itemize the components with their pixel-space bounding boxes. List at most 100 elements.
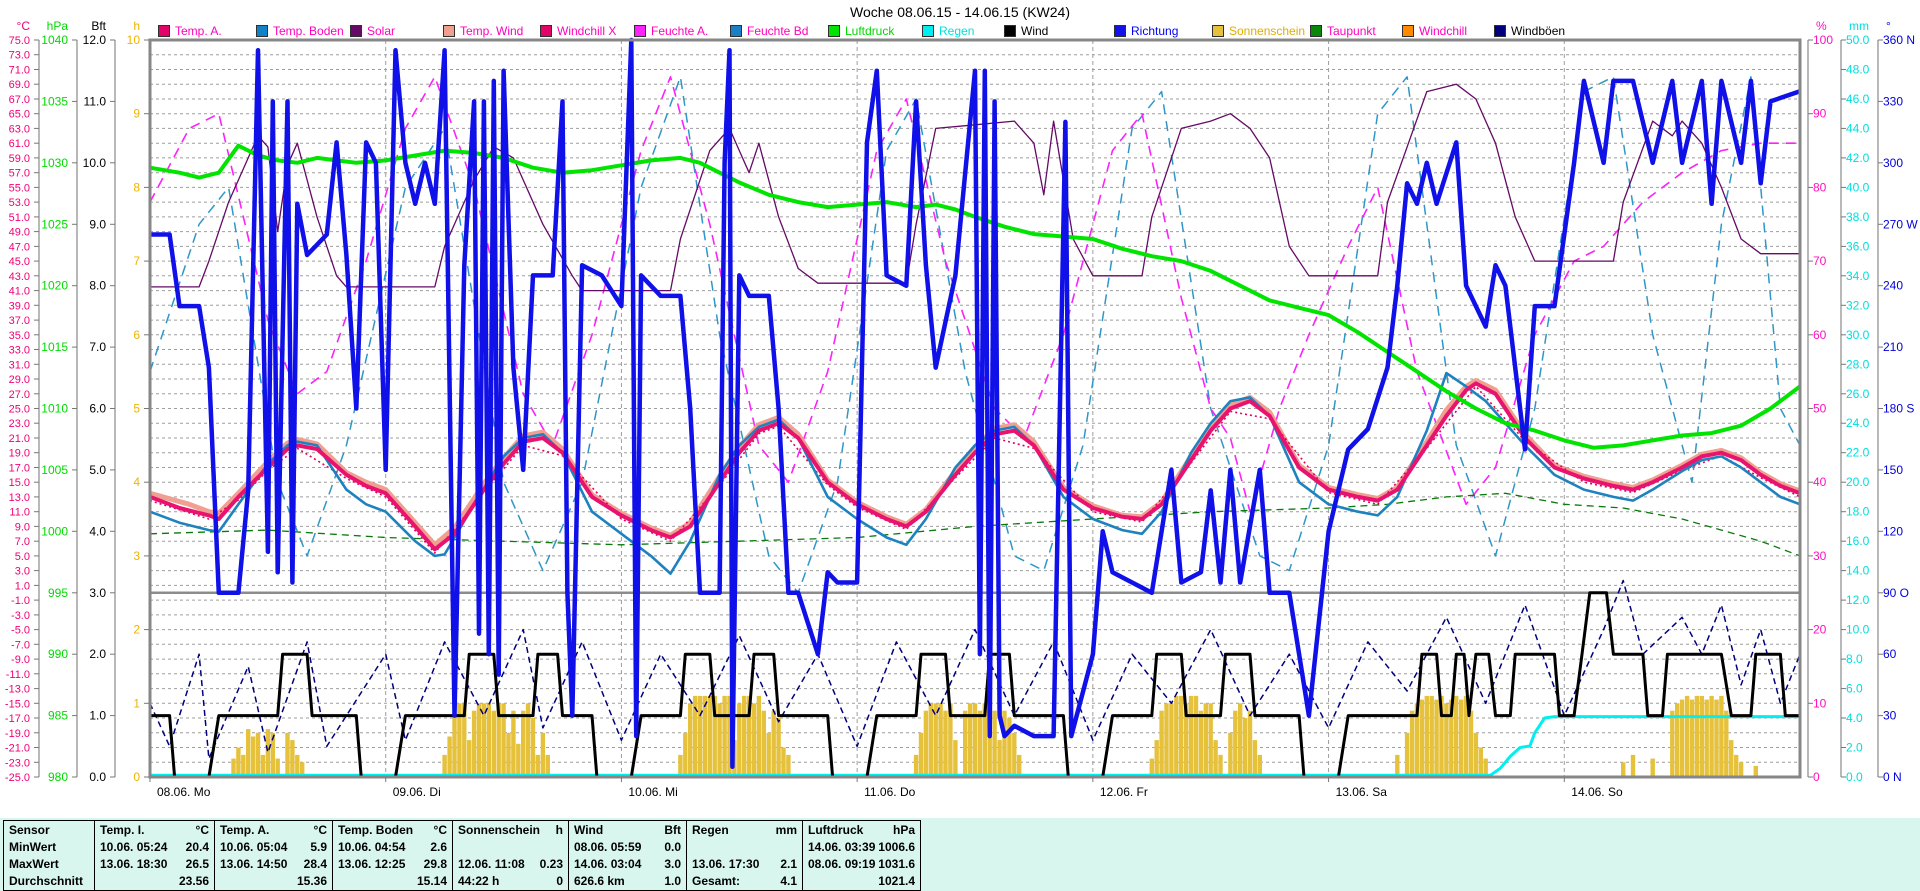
axis-tick-label: 0 bbox=[133, 770, 140, 784]
table-min-value: 0.0 bbox=[664, 840, 681, 854]
legend-swatch-icon bbox=[922, 25, 934, 37]
sunshine-bar bbox=[1414, 703, 1420, 776]
axis-tick-label: 300 bbox=[1883, 156, 1903, 170]
axis-tick-label: 90 bbox=[1813, 107, 1827, 121]
table-min-text: 10.06. 05:24 bbox=[100, 840, 168, 854]
sunshine-bar bbox=[1689, 699, 1695, 776]
axis-tick-label: 360 N bbox=[1883, 33, 1915, 47]
table-header-text: Wind bbox=[574, 823, 604, 837]
sunshine-bar bbox=[1621, 762, 1626, 776]
table-col-luftdruck: Luftdruck hPa 14.06. 03:39 1006.6 08.06. 09:… bbox=[802, 821, 920, 890]
axis-tick-label: 10.0 bbox=[1846, 623, 1870, 637]
sunshine-bar bbox=[1419, 699, 1425, 776]
axis-tick-label: 100 bbox=[1813, 33, 1833, 47]
sunshine-bar bbox=[447, 736, 452, 776]
table-max-value: 0.23 bbox=[539, 857, 563, 871]
legend-label: Windböen bbox=[1511, 24, 1566, 38]
sunshine-bar bbox=[290, 740, 295, 776]
table-min: 10.06. 05:04 5.9 bbox=[215, 839, 332, 856]
table-min: 10.06. 04:54 2.6 bbox=[333, 839, 452, 856]
sunshine-bar bbox=[756, 695, 762, 776]
sunshine-bar bbox=[992, 710, 997, 776]
axis-tick-label: 12.0 bbox=[83, 33, 107, 47]
sunshine-bar bbox=[496, 703, 501, 776]
sunshine-bar bbox=[471, 710, 477, 776]
axis-tick-label: -15.0 bbox=[5, 698, 30, 710]
sunshine-bar bbox=[967, 703, 973, 776]
sunshine-bar bbox=[1734, 754, 1739, 776]
axis-tick-label: 6.0 bbox=[89, 402, 106, 416]
table-max: 13.06. 14:50 28.4 bbox=[215, 856, 332, 873]
sunshine-bar bbox=[717, 703, 722, 776]
sunshine-bar bbox=[746, 695, 752, 776]
table-col-sonnenschein: Sonnenschein h 12.06. 11:08 0.23 44:22 h 0 bbox=[452, 821, 568, 890]
table-header-text: Sonnenschein bbox=[458, 823, 541, 837]
legend-label: Richtung bbox=[1131, 24, 1179, 38]
axis-tick-label: -13.0 bbox=[5, 684, 30, 696]
sunshine-bar bbox=[1463, 695, 1469, 776]
axis-tick-label: -9.0 bbox=[11, 654, 30, 666]
sunshine-bar bbox=[1242, 718, 1248, 776]
axis-tick-label: -19.0 bbox=[5, 728, 30, 740]
sunshine-bar bbox=[712, 695, 717, 776]
table-col-temp-boden: Temp. Boden °C 10.06. 04:54 2.6 13.06. 12:25… bbox=[332, 821, 452, 890]
legend-swatch-icon bbox=[828, 25, 840, 37]
axis-tick-label: 8.0 bbox=[1846, 652, 1863, 666]
table-max-text: 13.06. 14:50 bbox=[220, 857, 288, 871]
sunshine-bar bbox=[1729, 740, 1734, 776]
legend-item-temp-wind: Temp. Wind bbox=[443, 24, 523, 38]
table-avg-text: Gesamt: bbox=[692, 874, 741, 888]
table-col-sensor: Sensor MinWert MaxWert Durchschnitt bbox=[4, 821, 94, 890]
x-axis-day-label: 08.06. Mo bbox=[157, 785, 211, 799]
table-header-sensor-text: Sensor bbox=[9, 823, 50, 837]
sunshine-bar bbox=[977, 710, 983, 776]
axis-tick-label: 3 bbox=[133, 549, 140, 563]
axis-tick-label: 2 bbox=[133, 623, 140, 637]
axis-tick-label: 1.0 bbox=[15, 580, 30, 592]
axis-tick-label: 35.0 bbox=[9, 330, 30, 342]
sunshine-bar bbox=[1434, 699, 1439, 776]
axis-tick-label: 71.0 bbox=[9, 65, 30, 77]
table-avg-value: 1021.4 bbox=[878, 874, 915, 888]
legend-item-windchill-x: Windchill X bbox=[540, 24, 616, 38]
axis-tick-label: 2.0 bbox=[89, 647, 106, 661]
axis-tick-label: 50.0 bbox=[1846, 33, 1870, 47]
table-header-sensor: Sensor bbox=[4, 821, 94, 839]
axis-tick-label: 30 bbox=[1883, 709, 1897, 723]
table-max-value: 26.5 bbox=[185, 857, 209, 871]
axis-tick-label: 48.0 bbox=[1846, 63, 1870, 77]
sunshine-bar bbox=[530, 718, 536, 776]
sunshine-bar bbox=[1159, 710, 1164, 776]
sunshine-bar bbox=[1630, 754, 1636, 776]
x-axis-day-label: 10.06. Mi bbox=[628, 785, 677, 799]
axis-tick-label: 6 bbox=[133, 328, 140, 342]
table-max-value: 3.0 bbox=[664, 857, 681, 871]
table-avg-value: 1.0 bbox=[664, 874, 681, 888]
axis-tick-label: 4.0 bbox=[1846, 711, 1863, 725]
axis-tick-label: 1 bbox=[133, 696, 140, 710]
sunshine-bar bbox=[781, 747, 786, 776]
legend-item-luftdruck: Luftdruck bbox=[828, 24, 894, 38]
chart-legend: Temp. A. Temp. Boden Solar Temp. Wind Windch… bbox=[0, 24, 1920, 40]
table-min bbox=[453, 839, 568, 856]
legend-swatch-icon bbox=[256, 25, 268, 37]
axis-tick-label: -1.0 bbox=[11, 595, 30, 607]
axis-tick-label: 10.0 bbox=[83, 156, 107, 170]
sunshine-bar bbox=[486, 703, 491, 776]
sunshine-bar bbox=[300, 762, 305, 776]
axis-tick-label: 240 bbox=[1883, 279, 1903, 293]
sunshine-bar bbox=[972, 703, 978, 776]
chart-title: Woche 08.06.15 - 14.06.15 (KW24) bbox=[850, 4, 1070, 20]
axis-tick-label: 9.0 bbox=[89, 217, 106, 231]
axis-tick-label: 9 bbox=[133, 107, 140, 121]
sunshine-bar bbox=[535, 754, 541, 776]
table-header-value: °C bbox=[195, 823, 209, 837]
table-avg: 626.6 km 1.0 bbox=[569, 873, 686, 890]
series-wind bbox=[150, 591, 1800, 779]
axis-tick-label: 7.0 bbox=[89, 340, 106, 354]
axis-tick-label: 90 O bbox=[1883, 586, 1909, 600]
table-min bbox=[687, 839, 802, 856]
sunshine-bar bbox=[1179, 695, 1184, 776]
table-col-temp-i-: Temp. I. °C 10.06. 05:24 20.4 13.06. 18:30 26… bbox=[94, 821, 214, 890]
axis-tick-label: 1030 bbox=[41, 156, 68, 170]
